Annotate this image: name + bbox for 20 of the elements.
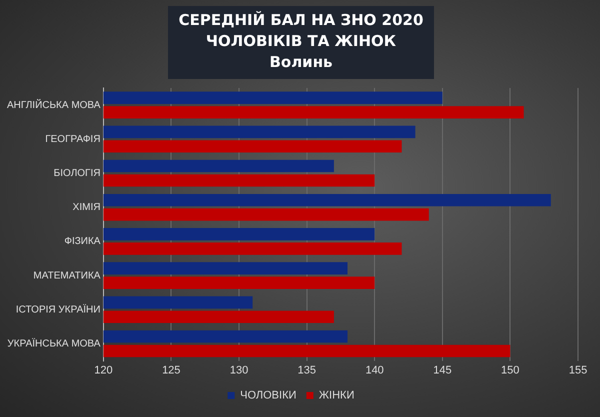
y-tick-label: УКРАЇНСЬКА МОВА xyxy=(7,338,101,350)
x-tick-label: 120 xyxy=(94,364,113,376)
x-tick-label: 155 xyxy=(568,364,588,376)
chart-subtitle: Волинь xyxy=(268,52,334,73)
x-tick-label: 150 xyxy=(501,364,520,376)
x-tick-label: 145 xyxy=(433,364,452,376)
y-tick-label: ФІЗИКА xyxy=(64,236,101,248)
y-tick-label: МАТЕМАТИКА xyxy=(33,270,101,282)
y-tick-label: ІСТОРІЯ УКРАЇНИ xyxy=(16,303,100,316)
x-tick-label: 135 xyxy=(298,364,316,376)
y-tick-label: ХІМІЯ xyxy=(72,202,100,214)
x-tick-label: 125 xyxy=(162,364,180,376)
y-tick-label: БІОЛОГІЯ xyxy=(54,168,100,179)
x-tick-label: 140 xyxy=(365,364,384,376)
legend-label: ЧОЛОВІКИ xyxy=(240,390,296,402)
chart-title: СЕРЕДНІЙ БАЛ НА ЗНО 2020 ЧОЛОВІКІВ ТА ЖІНОК xyxy=(178,10,424,52)
y-tick-label: ГЕОГРАФІЯ xyxy=(45,134,100,145)
x-tick-label: 130 xyxy=(230,364,248,376)
legend-label: ЖІНКИ xyxy=(318,390,354,402)
y-tick-label: АНГЛІЙСЬКА МОВА xyxy=(6,98,101,111)
